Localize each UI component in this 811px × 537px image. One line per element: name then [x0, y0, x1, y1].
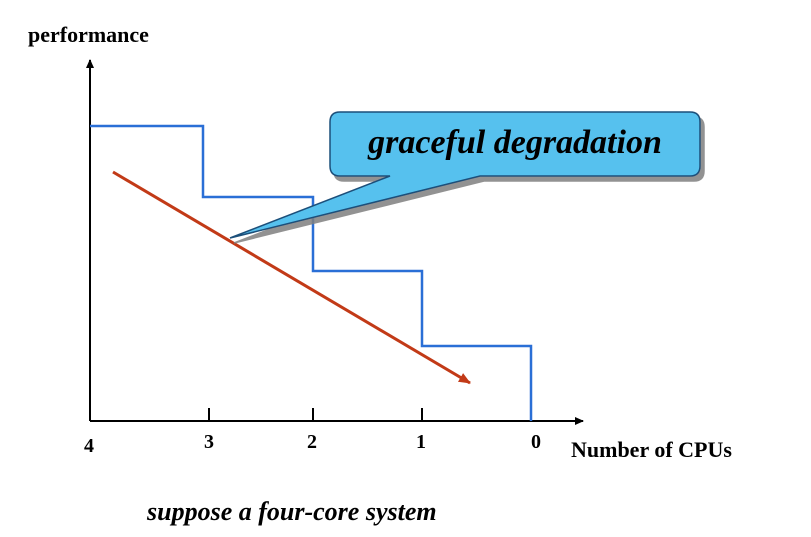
y-axis-label: performance	[28, 22, 149, 47]
x-axis-label: Number of CPUs	[571, 437, 732, 462]
step-performance-line	[90, 124, 533, 421]
diagram-caption: suppose a four-core system	[146, 497, 437, 526]
x-tick-label-3: 3	[204, 431, 214, 453]
callout-label: graceful degradation	[367, 124, 662, 161]
x-tick-label-1: 1	[416, 431, 426, 453]
x-tick-label-0: 0	[531, 431, 541, 453]
linear-decline-arrow	[112, 170, 471, 385]
x-tick-label-2: 2	[307, 431, 317, 453]
x-tick-label-4: 4	[84, 435, 94, 457]
graceful-degradation-callout	[229, 111, 701, 239]
